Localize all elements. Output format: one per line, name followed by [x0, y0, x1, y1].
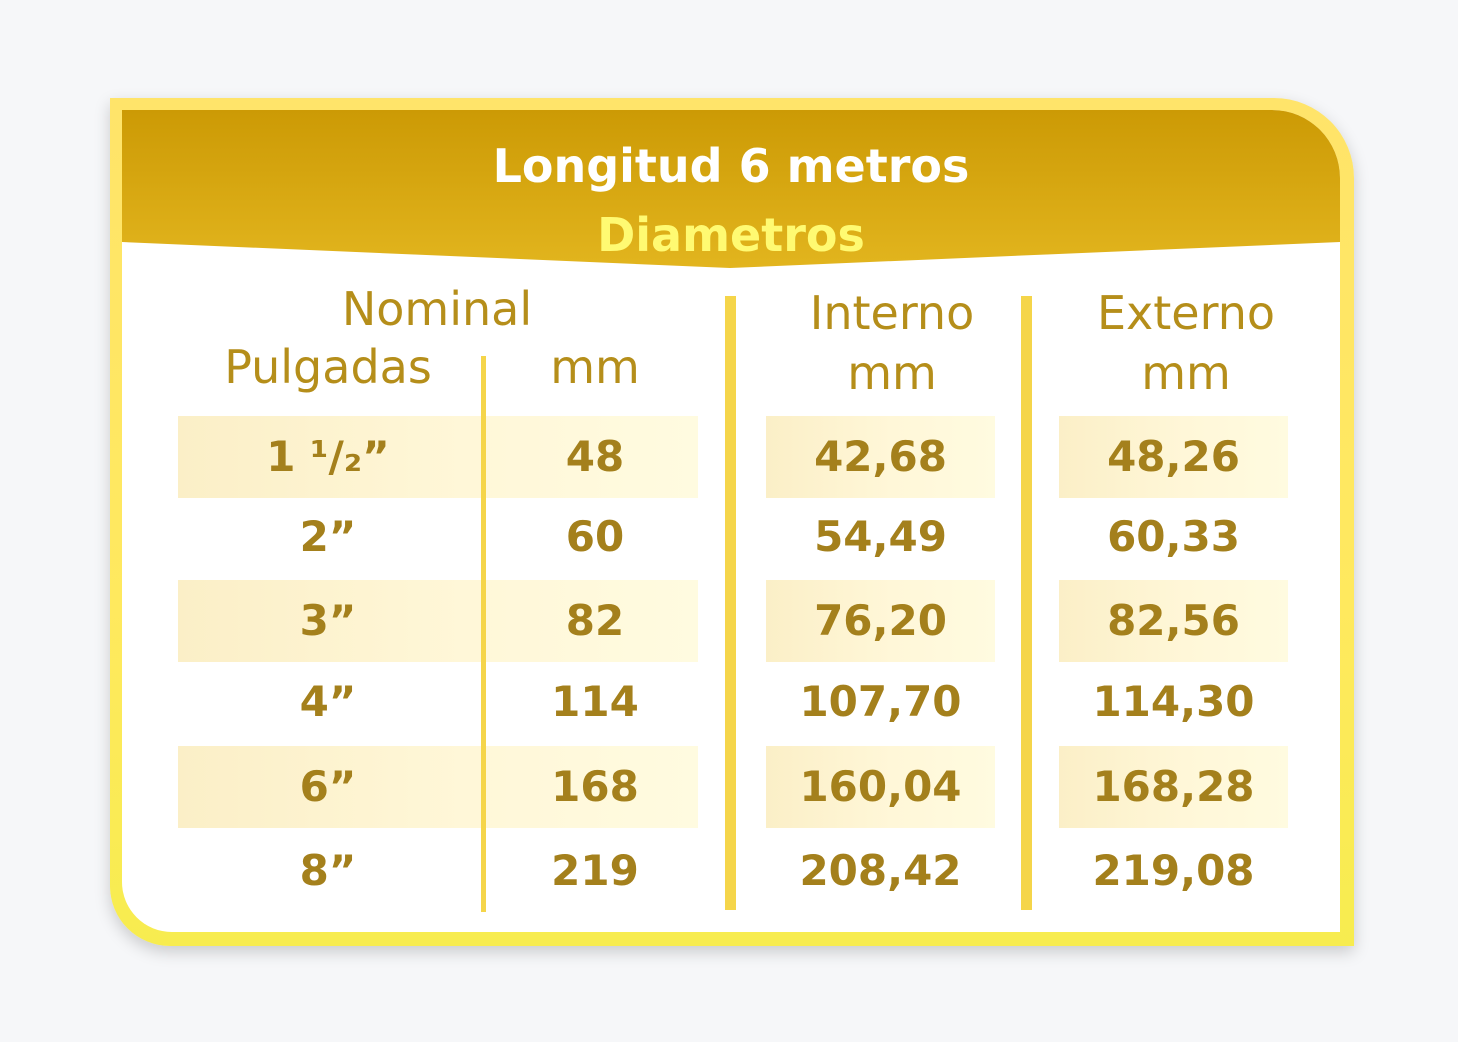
header-nominal-mm: mm: [550, 340, 640, 394]
row-stripe: [1059, 580, 1288, 662]
table-panel: Longitud 6 metros Diametros Nominal Pulg…: [122, 110, 1340, 932]
cell-nominal-mm: 114: [551, 677, 639, 726]
header-band: [122, 110, 1340, 268]
cell-nominal-mm: 60: [565, 512, 625, 561]
header-pulgadas: Pulgadas: [224, 340, 432, 394]
cell-interno: 160,04: [799, 762, 962, 811]
diameter-table-card: Longitud 6 metros Diametros Nominal Pulg…: [110, 98, 1354, 946]
cell-interno: 42,68: [814, 432, 947, 481]
cell-nominal-mm: 48: [565, 432, 625, 481]
divider-interno-externo: [1021, 296, 1032, 910]
row-stripe: [766, 580, 995, 662]
header-nominal: Nominal: [341, 282, 533, 336]
cell-externo: 219,08: [1092, 846, 1255, 895]
cell-externo: 82,56: [1107, 596, 1240, 645]
header-interno: Interno: [809, 286, 975, 340]
cell-pulgadas: 1 ¹/₂”: [266, 432, 390, 481]
cell-pulgadas: 4”: [299, 677, 357, 726]
cell-pulgadas: 3”: [299, 596, 357, 645]
row-stripe: [766, 746, 995, 828]
cell-interno: 54,49: [814, 512, 947, 561]
header-interno-unit: mm: [847, 346, 937, 400]
cell-externo: 60,33: [1107, 512, 1240, 561]
header-externo-unit: mm: [1141, 346, 1231, 400]
row-stripe: [178, 416, 698, 498]
cell-interno: 208,42: [799, 846, 962, 895]
cell-externo: 114,30: [1092, 677, 1255, 726]
cell-nominal-mm: 168: [551, 762, 639, 811]
cell-pulgadas: 6”: [299, 762, 357, 811]
cell-nominal-mm: 82: [565, 596, 625, 645]
cell-interno: 76,20: [814, 596, 947, 645]
table-subtitle: Diametros: [597, 208, 865, 262]
cell-externo: 48,26: [1107, 432, 1240, 481]
row-stripe: [766, 416, 995, 498]
row-stripe: [1059, 416, 1288, 498]
cell-externo: 168,28: [1092, 762, 1255, 811]
row-stripe: [178, 580, 698, 662]
table-title: Longitud 6 metros: [492, 139, 970, 193]
cell-pulgadas: 2”: [299, 512, 357, 561]
row-stripe: [1059, 746, 1288, 828]
cell-interno: 107,70: [799, 677, 962, 726]
row-stripe: [178, 746, 698, 828]
divider-nominal-interno: [725, 296, 736, 910]
cell-pulgadas: 8”: [299, 846, 357, 895]
cell-nominal-mm: 219: [551, 846, 639, 895]
divider-pulgadas-mm: [481, 356, 486, 912]
header-externo: Externo: [1096, 286, 1276, 340]
